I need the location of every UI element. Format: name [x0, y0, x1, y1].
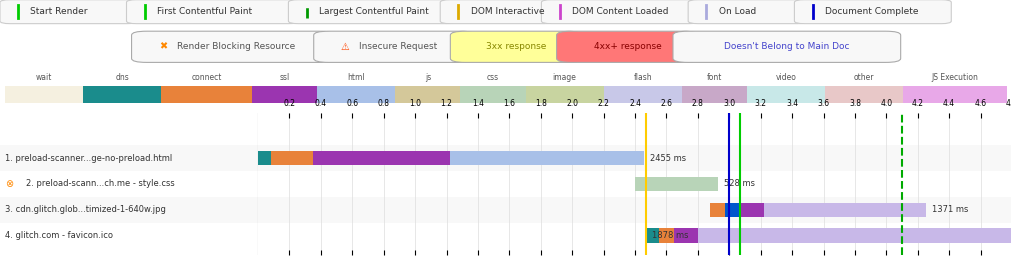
Text: js: js [425, 73, 431, 82]
Text: Largest Contentful Paint: Largest Contentful Paint [318, 7, 428, 16]
Bar [252, 86, 317, 103]
Text: dns: dns [115, 73, 129, 82]
Text: Render Blocking Resource: Render Blocking Resource [177, 42, 295, 51]
Text: 3xx response: 3xx response [485, 42, 546, 51]
Bar [603, 86, 681, 103]
Bar [312, 151, 449, 165]
Bar [645, 228, 658, 243]
Bar [739, 203, 763, 217]
Bar [0, 223, 258, 248]
Bar [0, 171, 258, 197]
FancyBboxPatch shape [556, 31, 698, 62]
Bar [681, 86, 746, 103]
Bar [258, 197, 1011, 223]
FancyBboxPatch shape [672, 31, 900, 62]
Text: ssl: ssl [279, 73, 289, 82]
Bar [902, 86, 1006, 103]
Text: ⊗: ⊗ [5, 179, 13, 189]
Bar [460, 86, 525, 103]
Text: font: font [706, 73, 721, 82]
Text: 1371 ms: 1371 ms [931, 205, 968, 214]
Text: image: image [552, 73, 576, 82]
Text: 1. preload-scanner...ge-no-preload.html: 1. preload-scanner...ge-no-preload.html [5, 154, 172, 163]
Text: html: html [347, 73, 365, 82]
Bar [258, 151, 270, 165]
Text: On Load: On Load [718, 7, 755, 16]
Bar [658, 228, 673, 243]
Bar [763, 203, 925, 217]
Text: DOM Content Loaded: DOM Content Loaded [571, 7, 667, 16]
Bar [635, 177, 717, 191]
Bar [698, 228, 1011, 243]
Bar [270, 151, 312, 165]
Bar [710, 203, 724, 217]
Bar [258, 145, 1011, 171]
Text: Start Render: Start Render [30, 7, 88, 16]
Text: video: video [774, 73, 796, 82]
FancyBboxPatch shape [687, 0, 807, 24]
FancyBboxPatch shape [313, 31, 475, 62]
FancyBboxPatch shape [450, 31, 581, 62]
Text: First Contentful Paint: First Contentful Paint [157, 7, 252, 16]
Text: other: other [852, 73, 874, 82]
Text: flash: flash [633, 73, 651, 82]
Bar [395, 86, 460, 103]
FancyBboxPatch shape [0, 0, 136, 24]
Bar [5, 86, 83, 103]
Bar [258, 223, 1011, 248]
Text: 2. preload-scann...ch.me - style.css: 2. preload-scann...ch.me - style.css [26, 179, 174, 188]
Text: 3. cdn.glitch.glob...timized-1-640w.jpg: 3. cdn.glitch.glob...timized-1-640w.jpg [5, 205, 166, 214]
Bar [258, 171, 1011, 197]
Bar [83, 86, 161, 103]
Text: 4xx+ response: 4xx+ response [593, 42, 660, 51]
Bar [724, 203, 739, 217]
Text: 4. glitch.com - favicon.ico: 4. glitch.com - favicon.ico [5, 231, 113, 240]
Text: connect: connect [191, 73, 221, 82]
Text: ✖: ✖ [159, 42, 167, 52]
Text: 1878 ms: 1878 ms [652, 231, 688, 240]
Bar [0, 145, 258, 171]
Text: JS Execution: JS Execution [930, 73, 978, 82]
Bar [161, 86, 252, 103]
FancyBboxPatch shape [131, 31, 334, 62]
Bar [824, 86, 902, 103]
Text: Document Complete: Document Complete [824, 7, 917, 16]
Text: css: css [486, 73, 498, 82]
Text: 2455 ms: 2455 ms [649, 154, 685, 163]
Text: 528 ms: 528 ms [724, 179, 754, 188]
Bar [525, 86, 603, 103]
Bar [746, 86, 824, 103]
Bar [449, 151, 643, 165]
FancyBboxPatch shape [126, 0, 298, 24]
FancyBboxPatch shape [288, 0, 455, 24]
Text: Insecure Request: Insecure Request [359, 42, 437, 51]
Bar [0, 197, 258, 223]
Text: DOM Interactive: DOM Interactive [470, 7, 544, 16]
FancyBboxPatch shape [794, 0, 950, 24]
FancyBboxPatch shape [440, 0, 554, 24]
Text: ⚠: ⚠ [341, 42, 350, 52]
Bar [673, 228, 698, 243]
Bar [317, 86, 395, 103]
Text: Doesn't Belong to Main Doc: Doesn't Belong to Main Doc [723, 42, 849, 51]
FancyBboxPatch shape [541, 0, 698, 24]
Text: wait: wait [35, 73, 53, 82]
